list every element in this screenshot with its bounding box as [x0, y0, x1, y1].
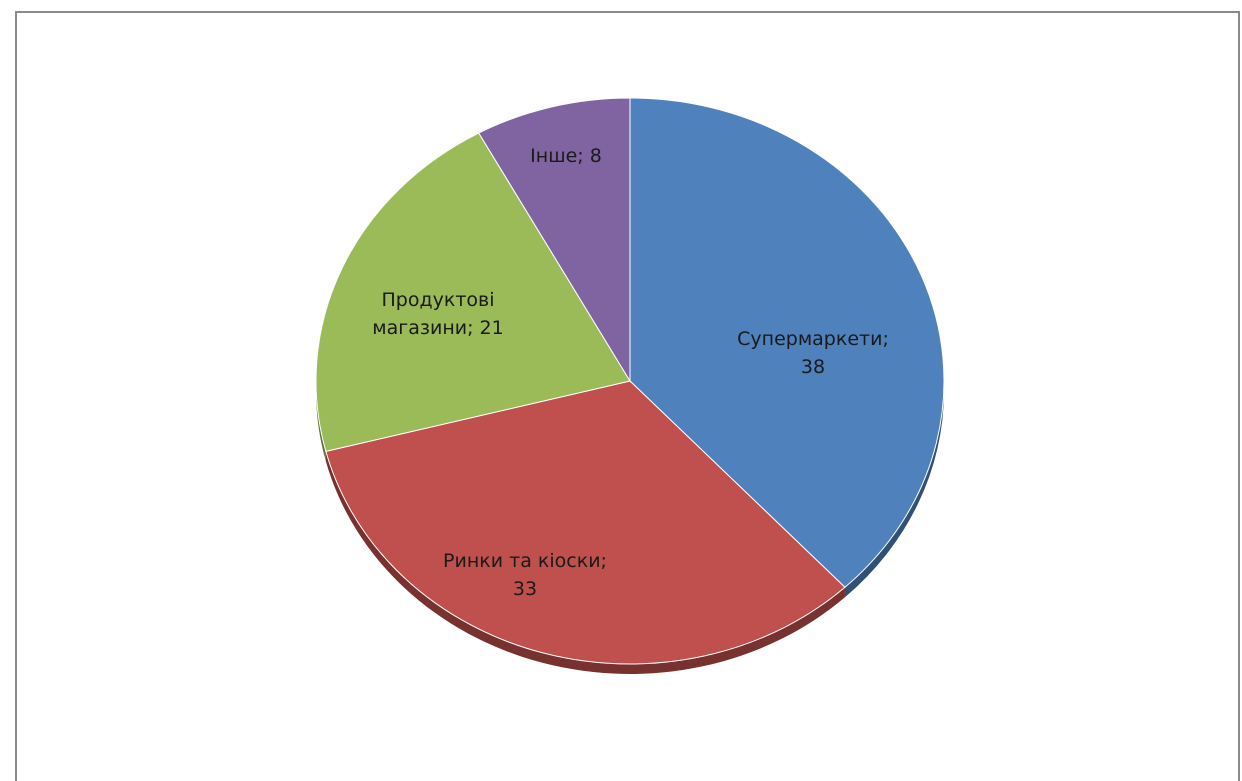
pie-data-label-line: 33	[513, 578, 537, 600]
pie-data-label-line: Інше; 8	[530, 145, 602, 167]
pie-data-label-0: Супермаркети; 38	[737, 328, 889, 378]
pie-data-label-line: магазини; 21	[372, 317, 503, 339]
pie-data-label-line: Ринки та кіоски;	[443, 550, 607, 572]
pie-data-label-line: Продуктові	[382, 289, 495, 311]
pie-slice-3	[478, 97, 631, 383]
pie-slice-1	[325, 380, 846, 665]
pie-data-label-3: Інше; 8	[530, 145, 602, 167]
pie-slice-side-1	[325, 451, 845, 674]
pie-data-label-line: Супермаркети;	[737, 328, 889, 350]
pie-data-label-1: Ринки та кіоски; 33	[443, 550, 607, 600]
pie-data-label-2: Продуктові магазини; 21	[372, 289, 503, 339]
pie-slice-2	[315, 132, 631, 452]
pie-slice-side-0	[844, 381, 945, 598]
pie-slice-0	[629, 97, 945, 588]
pie-slice-side-2	[316, 381, 326, 462]
pie-data-label-line: 38	[801, 356, 825, 378]
